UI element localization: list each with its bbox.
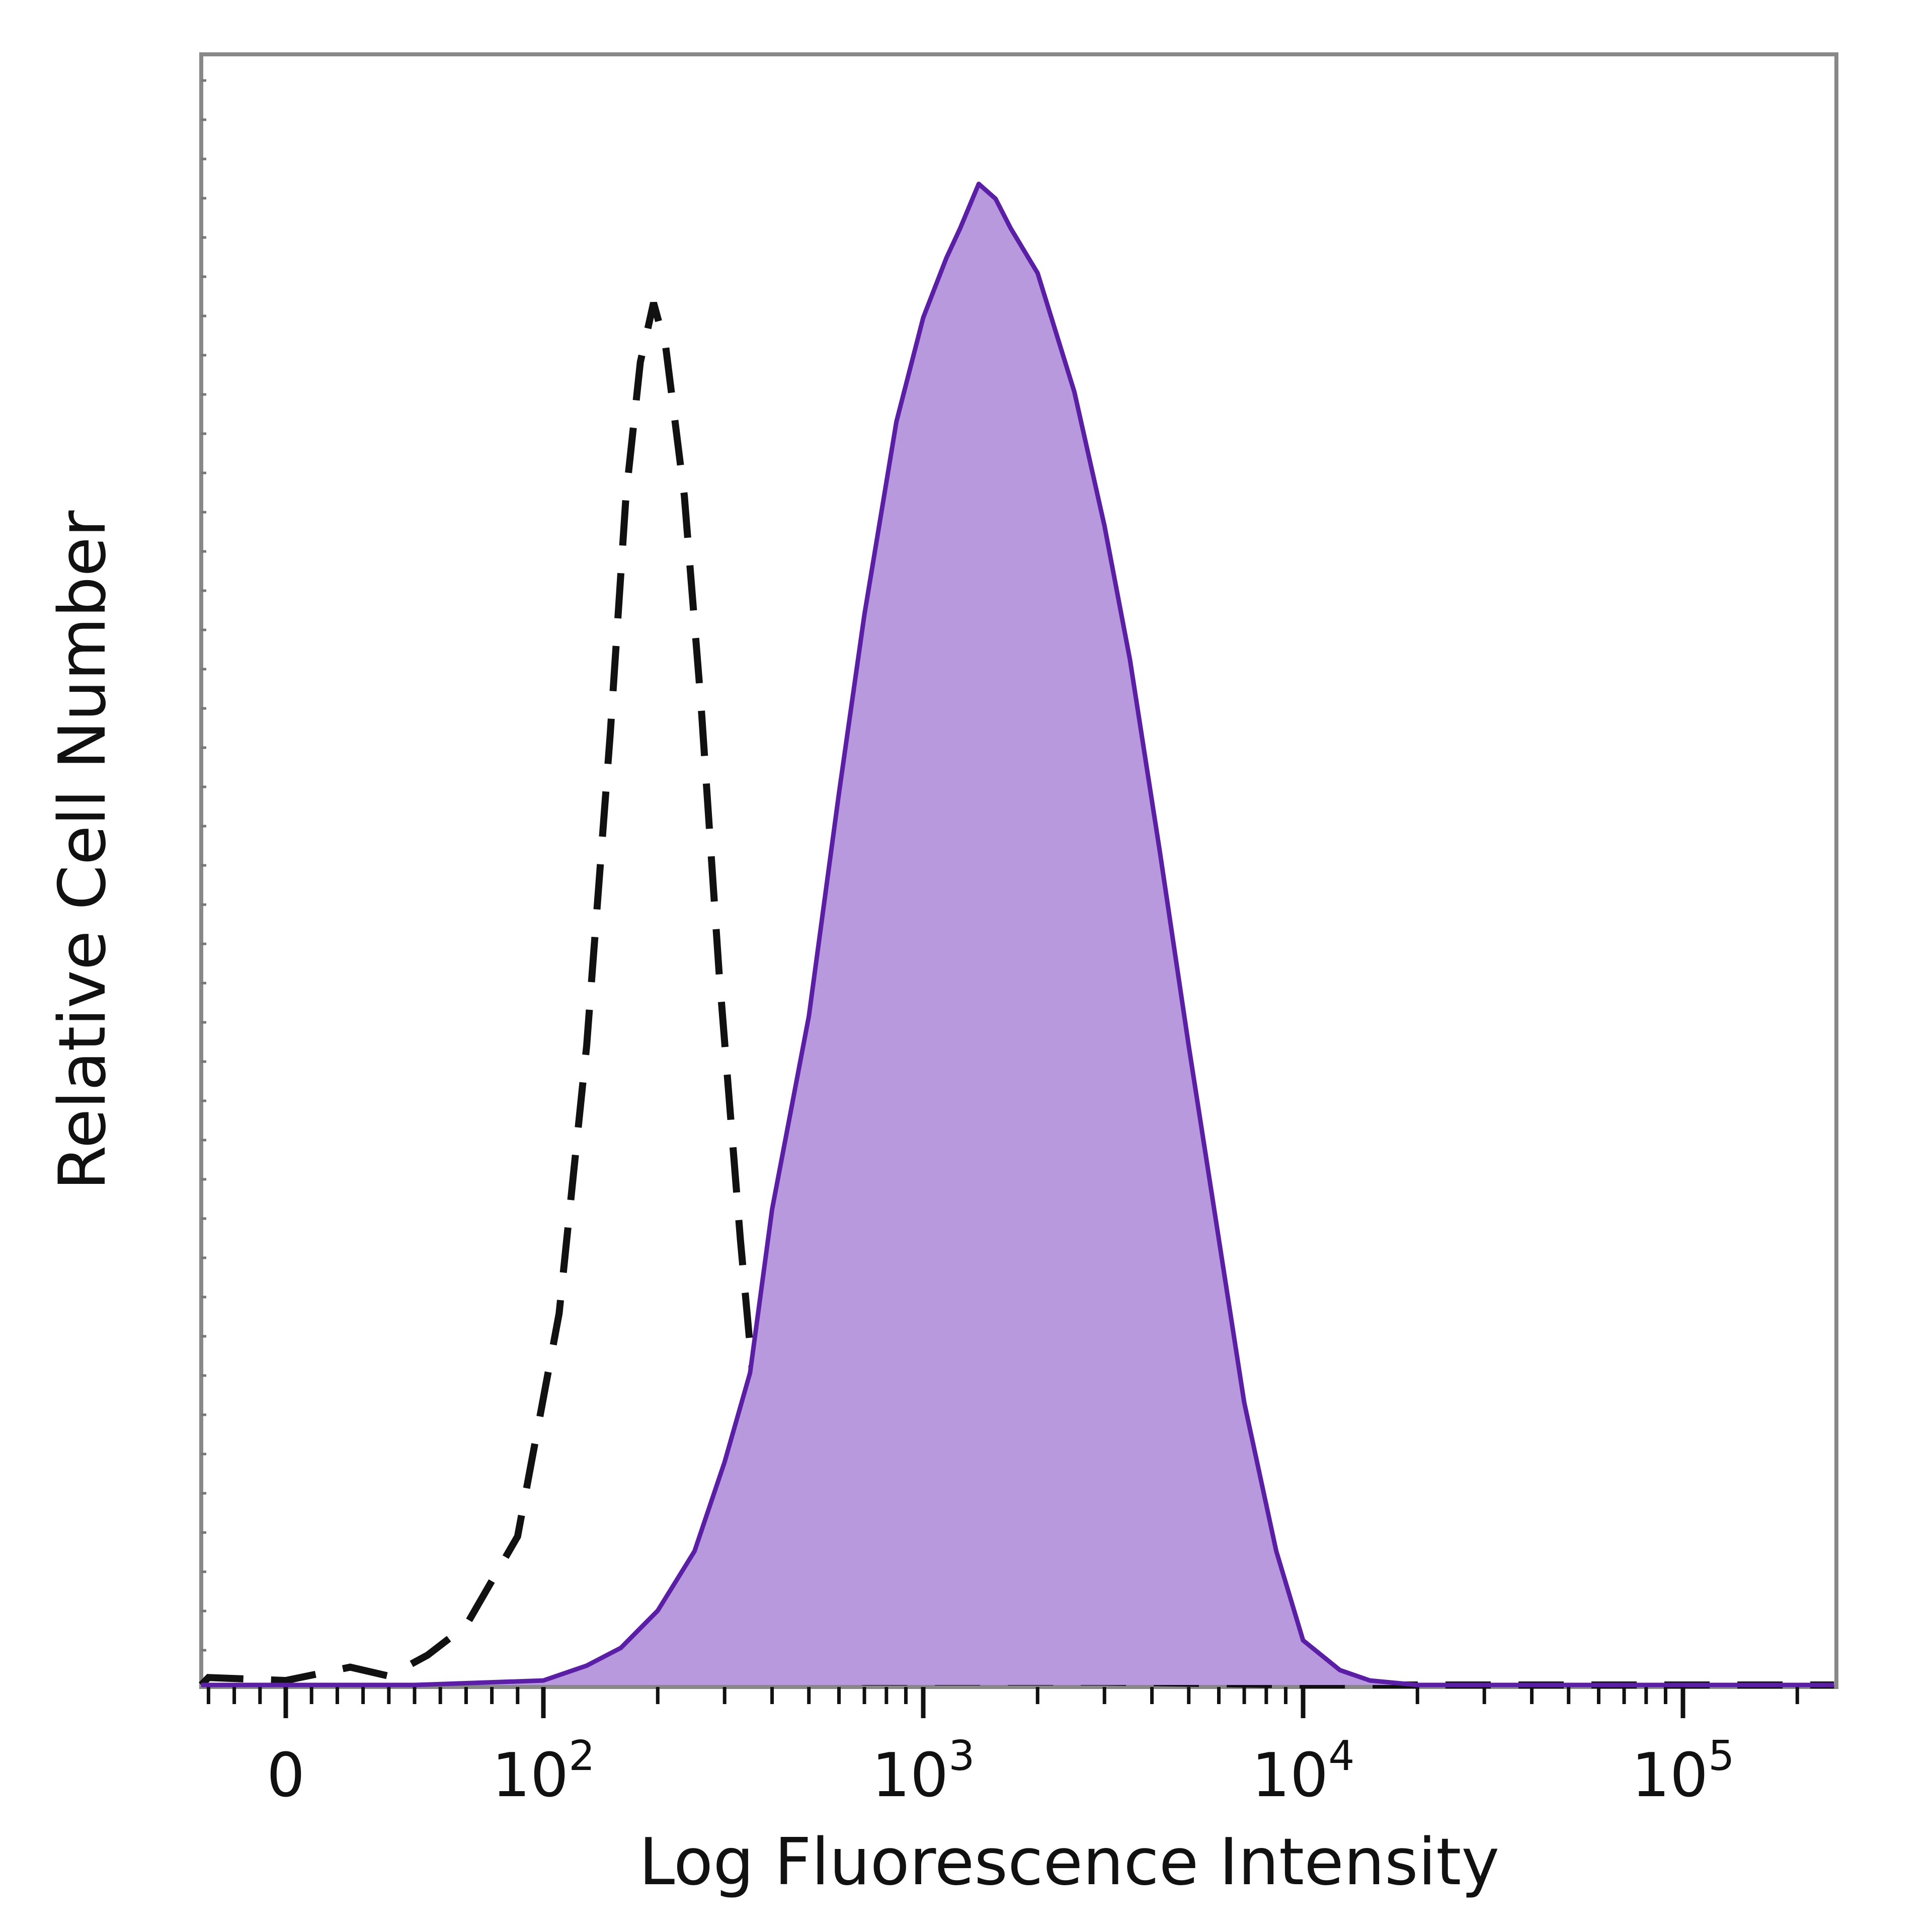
x-tick-label: 102	[492, 1732, 595, 1811]
y-axis-minor-ticks	[201, 79, 206, 1652]
x-tick-label: 105	[1632, 1732, 1735, 1811]
series-layer	[198, 182, 1834, 1688]
x-axis-tick-labels: 0 102 103 104 105	[267, 1732, 1735, 1811]
x-tick-label: 103	[872, 1732, 975, 1811]
x-axis-label: Log Fluorescence Intensity	[639, 1825, 1499, 1900]
series-1-fill	[201, 184, 1834, 1685]
x-tick-label: 0	[267, 1741, 305, 1811]
series-1-line	[201, 182, 1834, 1687]
x-tick-label: 104	[1252, 1732, 1355, 1811]
x-axis-ticks	[206, 1687, 1799, 1718]
y-axis-label: Relative Cell Number	[45, 510, 120, 1190]
